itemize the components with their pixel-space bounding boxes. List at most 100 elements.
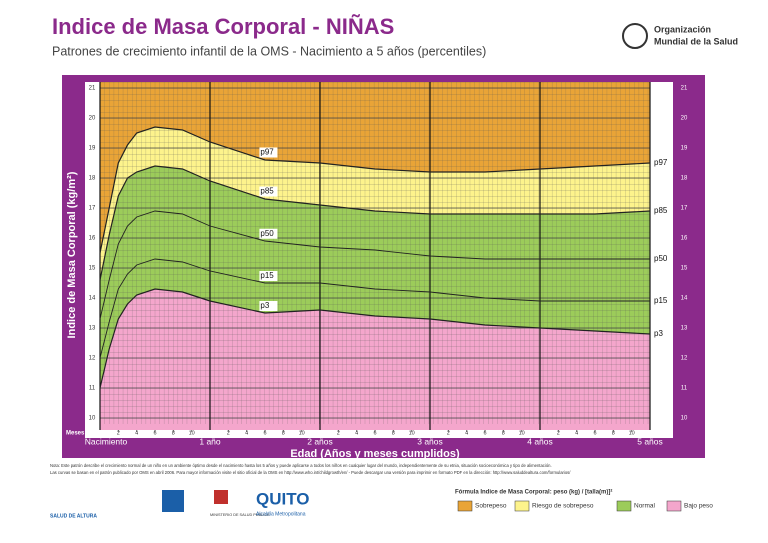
month-tick-label: 10	[409, 430, 415, 436]
month-tick-label: 10	[519, 430, 525, 436]
y-tick-label: 18	[89, 176, 96, 182]
formula: Fórmula Indice de Masa Corporal: peso (k…	[455, 489, 612, 496]
legend-swatch	[666, 500, 682, 512]
y-tick-label: 19	[89, 146, 96, 152]
month-tick-label: 6	[483, 430, 486, 436]
series-label: p3	[260, 301, 269, 310]
y-tick-label: 15	[681, 266, 688, 272]
month-tick-label: 6	[263, 430, 266, 436]
title: Indice de Masa Corporal - NIÑAS	[52, 14, 394, 39]
left-strip	[85, 82, 100, 430]
series-label: p50	[654, 254, 668, 263]
legend-label: Bajo peso	[684, 503, 713, 510]
month-tick-label: 4	[135, 430, 138, 436]
month-tick-label: 6	[373, 430, 376, 436]
label-box	[259, 228, 278, 239]
x-tick-label: 4 años	[527, 436, 553, 446]
month-tick-label: 2	[337, 430, 340, 436]
y-tick-label: 17	[89, 206, 96, 212]
logo: SALUD DE ALTURA	[50, 513, 97, 519]
percentile-line	[99, 210, 650, 320]
logo: Alcaldía Metropolitana	[256, 511, 306, 517]
y-tick-label: 20	[89, 116, 96, 122]
y-tick-label: 17	[681, 206, 688, 212]
month-tick-label: 10	[629, 430, 635, 436]
y-tick-label: 11	[89, 386, 96, 392]
logo-box	[162, 490, 184, 512]
y-tick-label: 21	[89, 86, 96, 92]
month-tick-label: 8	[612, 430, 615, 436]
y-tick-label: 15	[89, 266, 96, 272]
logo: MINISTERIO DE SALUD PÚBLICA	[210, 512, 270, 517]
month-tick-label: 8	[172, 430, 175, 436]
month-tick-label: 4	[575, 430, 578, 436]
month-tick-label: 6	[153, 430, 156, 436]
x-tick-label: 3 años	[417, 436, 443, 446]
month-tick-label: 8	[502, 430, 505, 436]
logo: QUITO	[256, 489, 310, 508]
percentile-line	[99, 126, 651, 254]
month-tick-label: 4	[465, 430, 468, 436]
series-label: p97	[260, 148, 274, 157]
series-label: p85	[654, 206, 668, 215]
org-name: Organización	[654, 24, 711, 34]
x-axis-label: Edad (Años y meses cumplidos)	[290, 448, 460, 460]
month-tick-label: 10	[299, 430, 305, 436]
legend-swatch	[514, 500, 530, 512]
month-label: Meses	[66, 431, 85, 437]
y-tick-label: 13	[89, 326, 96, 332]
note: Nota: Este patrón describe el crecimient…	[50, 463, 552, 468]
month-tick-label: 6	[593, 430, 596, 436]
month-tick-label: 8	[282, 430, 285, 436]
month-tick-label: 4	[245, 430, 248, 436]
y-tick-label: 10	[681, 416, 688, 422]
minor-grid	[100, 82, 650, 424]
y-tick-label: 19	[681, 146, 688, 152]
right-strip	[650, 82, 673, 430]
y-tick-label: 14	[89, 296, 96, 302]
month-tick-label: 2	[227, 430, 230, 436]
series-label: p50	[260, 229, 274, 238]
y-tick-label: 16	[681, 236, 688, 242]
month-tick-label: 2	[447, 430, 450, 436]
legend-swatch	[457, 500, 473, 512]
y-tick-label: 11	[681, 386, 688, 392]
who-logo	[622, 23, 648, 49]
y-tick-label: 13	[681, 326, 688, 332]
month-strip	[85, 428, 673, 438]
month-tick-label: 2	[557, 430, 560, 436]
x-tick-label: Nacimiento	[85, 436, 128, 446]
label-box	[259, 186, 278, 197]
legend-label: Normal	[634, 503, 656, 510]
x-tick-label: 1 año	[199, 436, 221, 446]
label-box	[259, 301, 278, 311]
y-tick-label: 12	[681, 356, 688, 362]
y-axis-label: Indice de Masa Corporal (kg/m²)	[66, 171, 78, 338]
logo-box	[214, 490, 228, 504]
y-tick-label: 10	[89, 416, 96, 422]
series-label: p85	[260, 187, 274, 196]
y-tick-label: 16	[89, 236, 96, 242]
series-label: p3	[654, 329, 663, 338]
label-box	[259, 147, 278, 158]
percentile-line	[99, 165, 651, 281]
legend-swatch	[616, 500, 632, 512]
series-label: p15	[260, 271, 274, 280]
legend-label: Sobrepeso	[475, 503, 507, 510]
month-tick-label: 4	[355, 430, 358, 436]
x-tick-label: 5 años	[637, 436, 663, 446]
y-tick-label: 20	[681, 116, 688, 122]
subtitle: Patrones de crecimiento infantil de la O…	[52, 44, 486, 58]
legend-label: Riesgo de sobrepeso	[532, 503, 594, 510]
series-label: p97	[654, 158, 668, 167]
x-tick-label: 2 años	[307, 436, 333, 446]
month-tick-label: 2	[117, 430, 120, 436]
percentile-line	[99, 258, 650, 359]
label-box	[259, 271, 278, 281]
y-tick-label: 14	[681, 296, 688, 302]
org-name: Mundial de la Salud	[654, 36, 738, 46]
y-tick-label: 21	[681, 86, 688, 92]
percentile-line	[99, 288, 651, 389]
y-tick-label: 12	[89, 356, 96, 362]
